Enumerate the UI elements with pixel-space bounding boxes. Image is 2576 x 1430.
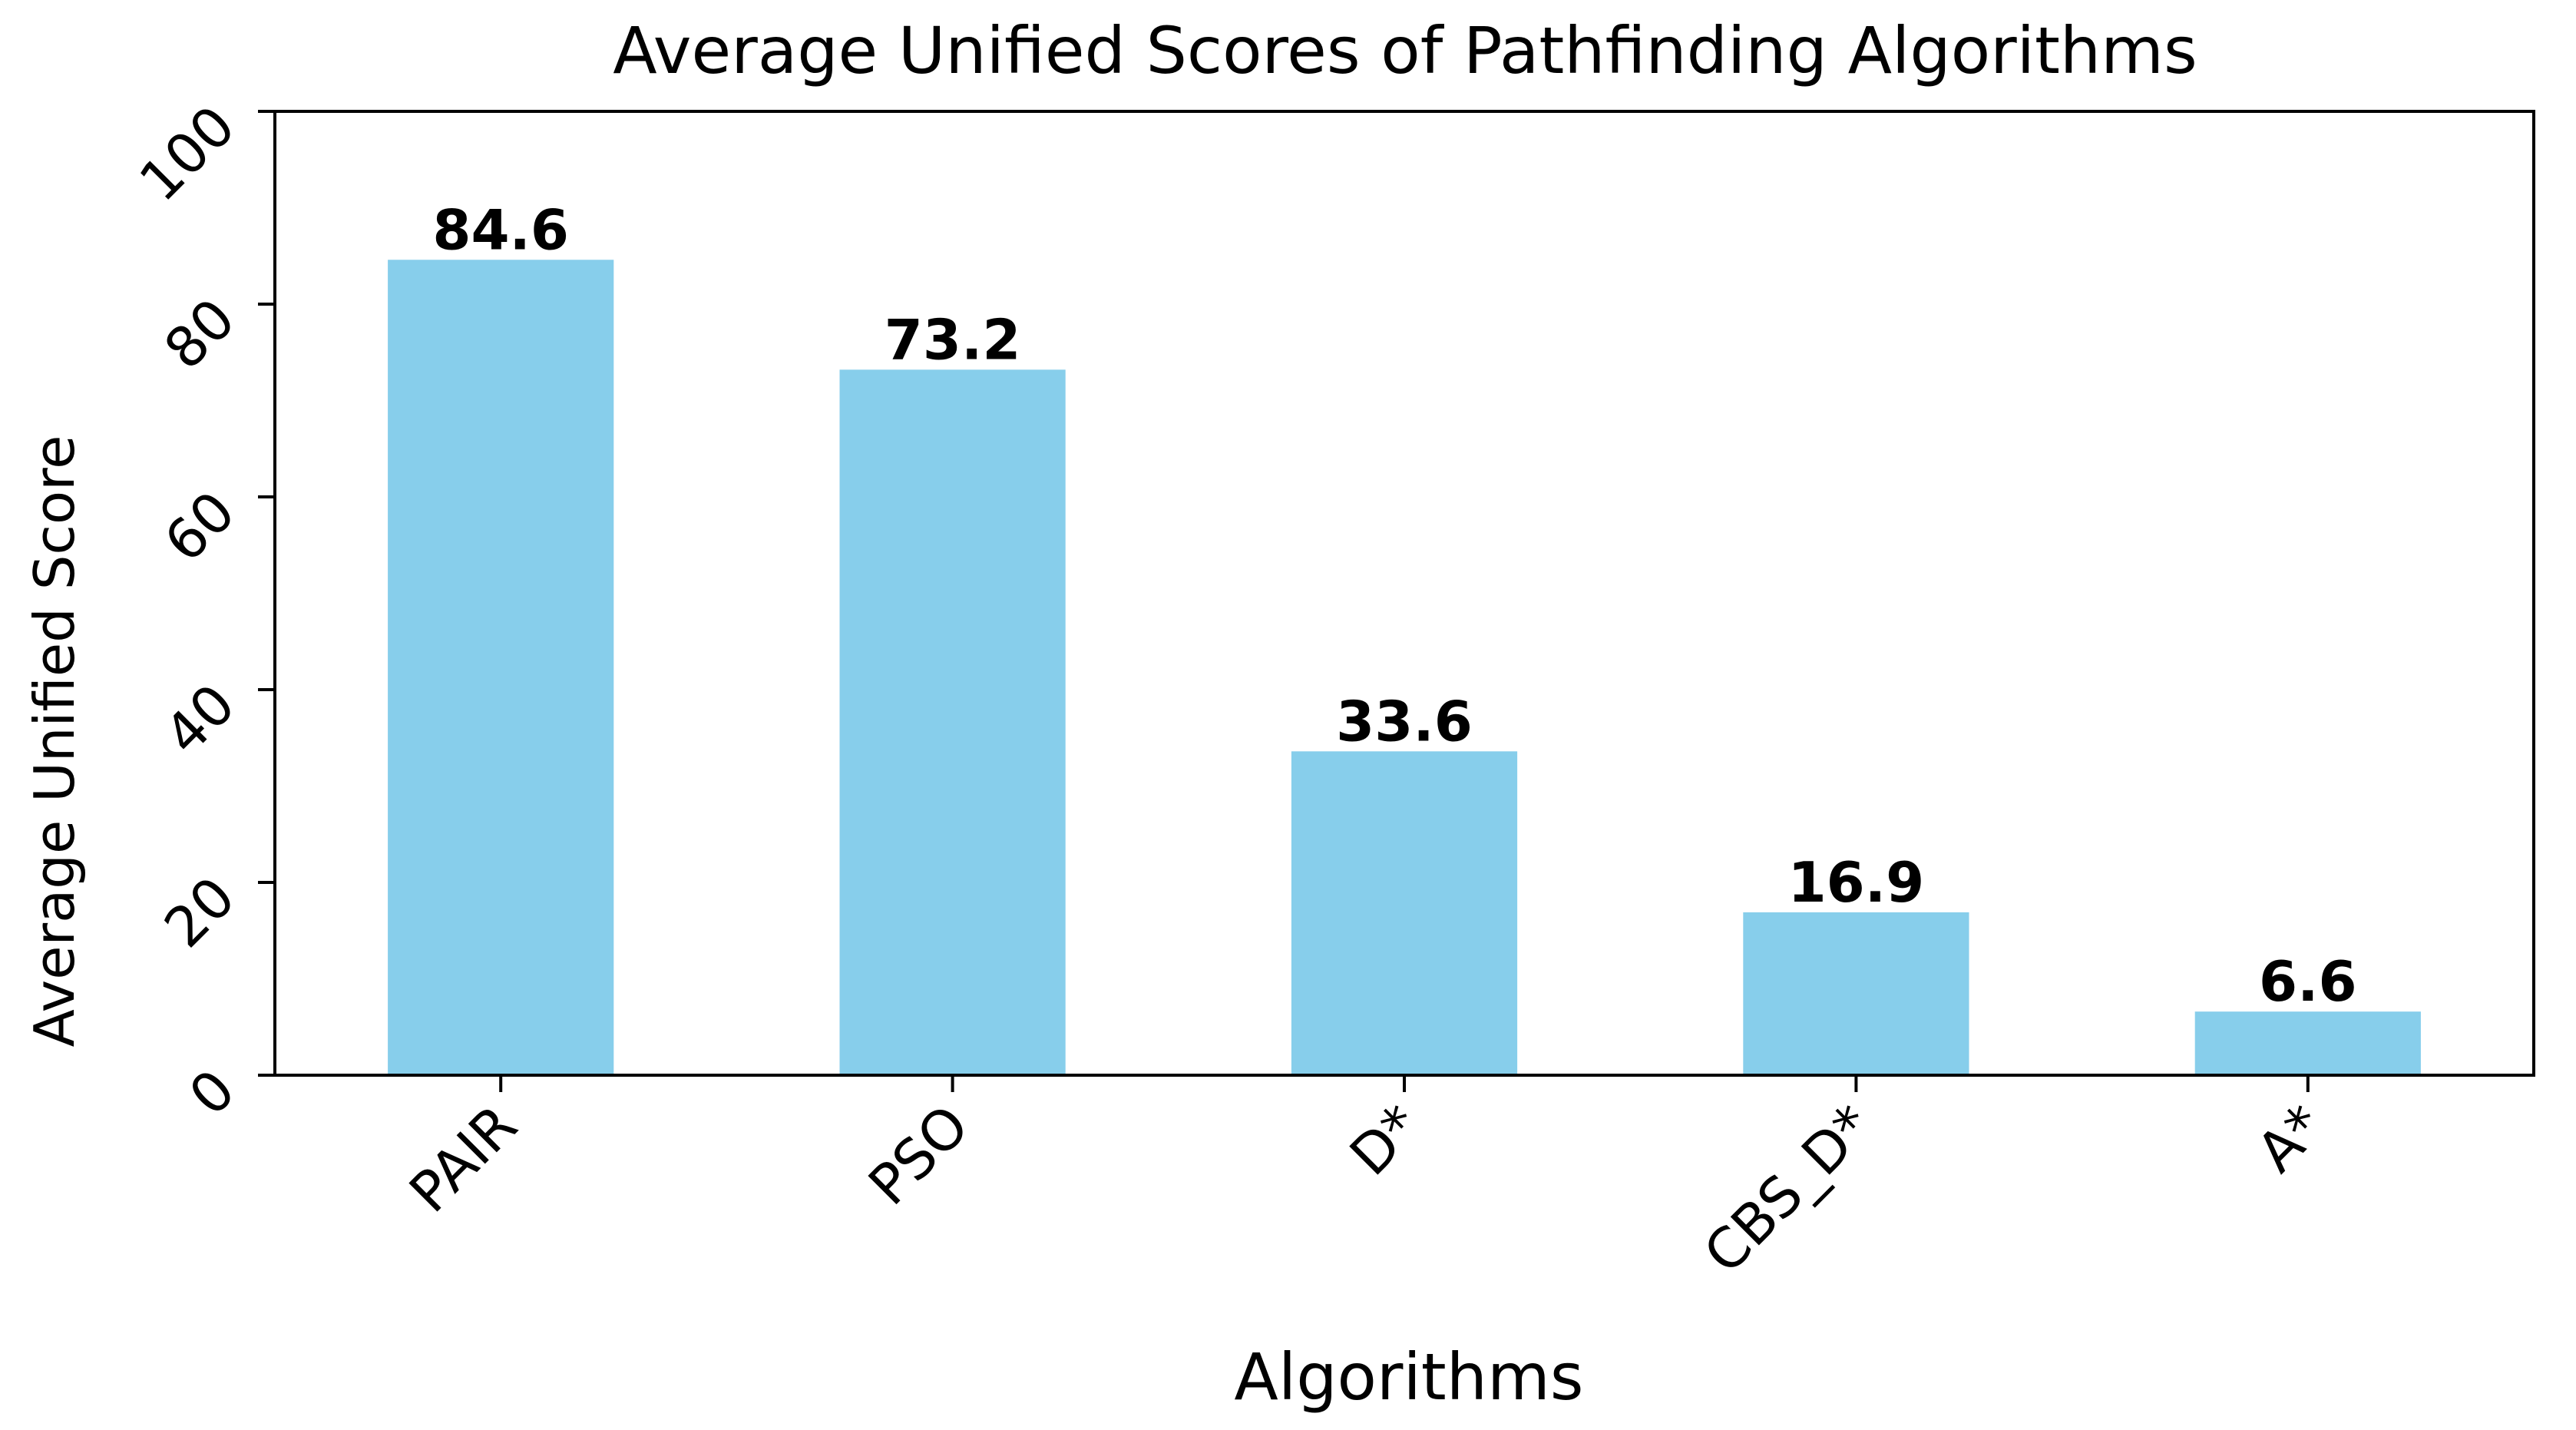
bar-cbs-d- [1743, 912, 1969, 1075]
y-axis-label: Average Unified Score [22, 435, 87, 1048]
x-axis-label: Algorithms [1234, 1339, 1583, 1415]
y-tick-label: 80 [152, 286, 247, 382]
y-tick-label: 20 [152, 865, 247, 960]
data-label: 73.2 [885, 307, 1021, 372]
y-tick-label: 0 [177, 1058, 247, 1128]
x-tick-label: A* [2244, 1093, 2336, 1185]
data-label: 33.6 [1336, 689, 1473, 753]
plot-frame [273, 110, 2535, 1077]
y-tick-label: 60 [152, 479, 247, 574]
x-tick-label: PSO [856, 1093, 980, 1217]
bar-d- [1291, 751, 1518, 1075]
x-tick-label: CBS_D* [1691, 1093, 1884, 1286]
bar-pso [839, 369, 1066, 1076]
bar-pair [388, 260, 614, 1075]
y-tick-label: 40 [152, 672, 247, 767]
data-label: 6.6 [2259, 949, 2357, 1014]
y-tick-label: 100 [127, 94, 247, 214]
x-tick-label: PAIR [397, 1093, 529, 1225]
bar-a- [2194, 1011, 2421, 1075]
data-label: 16.9 [1788, 850, 1925, 915]
data-label: 84.6 [432, 197, 569, 262]
chart-title: Average Unified Scores of Pathfinding Al… [613, 13, 2197, 88]
plot-area: 84.6 PAIR 73.2 PSO 33.6 D* 16.9 CBS_D* 6.6 A* 0 20 4… [127, 94, 2535, 1286]
x-tick-label: D* [1338, 1093, 1433, 1188]
